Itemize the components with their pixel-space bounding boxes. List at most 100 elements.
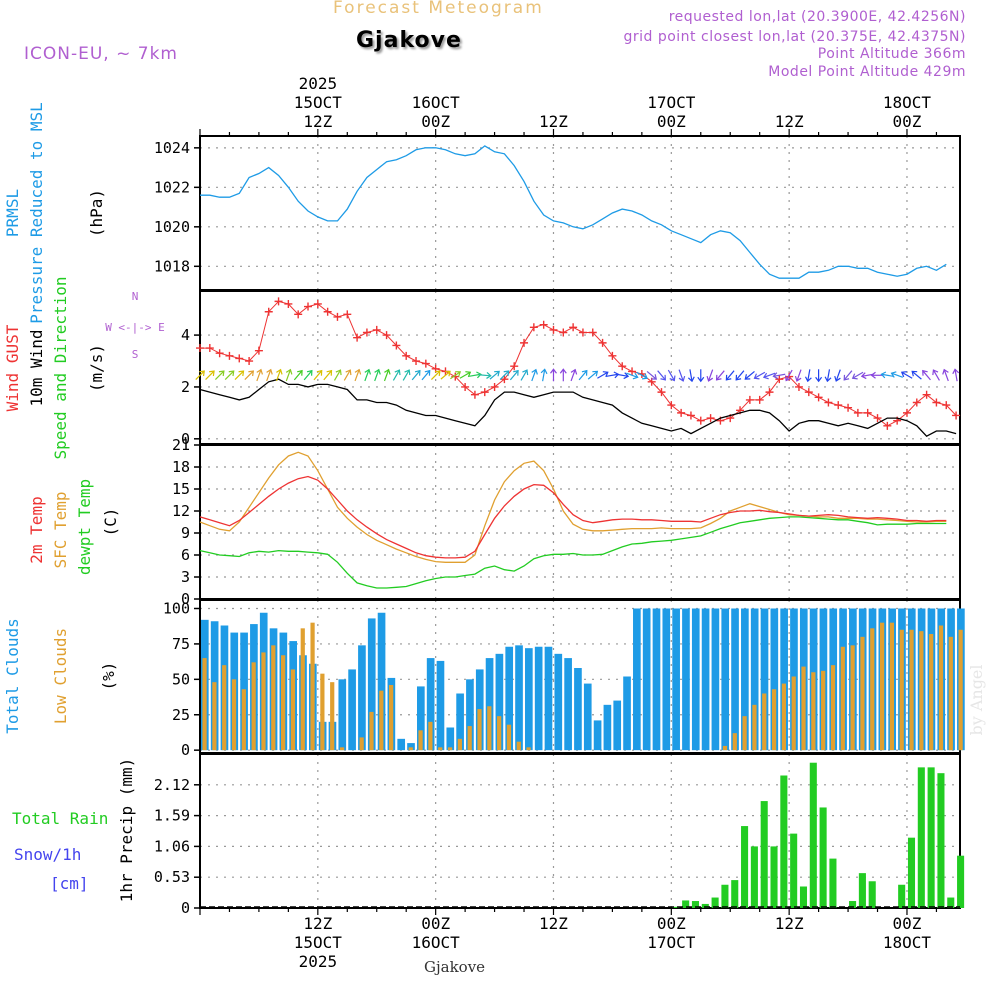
temp-unit: (C) — [101, 508, 120, 537]
wind-arrow-shaft — [205, 370, 215, 380]
wind-arrow — [374, 368, 381, 382]
gust-point — [932, 398, 941, 407]
rain-bar — [799, 886, 808, 908]
wind-arrow — [578, 369, 588, 381]
wind-arrow-shaft — [489, 370, 500, 380]
wind-arrow-head — [952, 368, 960, 375]
wind-arrow-shaft — [901, 371, 913, 379]
wind-arrow-shaft — [678, 369, 684, 382]
x-tick-label-bottom: 12Z — [303, 914, 332, 933]
total-cloud-bar — [407, 743, 415, 751]
x-tick-label-top: 12Z — [539, 112, 568, 131]
gust-point — [520, 338, 529, 347]
low-cloud-bar — [428, 721, 433, 751]
total-cloud-bar — [652, 608, 661, 751]
gust-point — [264, 307, 273, 316]
x-tick-label-bottom: 16OCT — [412, 933, 461, 952]
wind-arrow-head — [559, 368, 567, 374]
total-cloud-bar — [544, 646, 553, 751]
wind-arrow-shaft — [807, 369, 811, 382]
gust-point — [549, 325, 558, 334]
rain-bar — [829, 858, 837, 908]
gust-point — [353, 333, 362, 342]
wind-arrow-shaft — [689, 369, 693, 382]
wind-arrow-head — [880, 371, 887, 379]
wind-arrow-shaft — [636, 371, 648, 379]
wind-arrow — [440, 370, 451, 380]
low-cloud-bar — [251, 662, 256, 751]
gust-point — [775, 375, 784, 384]
pressure-line — [200, 145, 947, 279]
rain-bar — [711, 897, 719, 908]
wind-arrow-head — [335, 369, 342, 376]
gust-point — [942, 401, 951, 410]
gust-markers — [196, 297, 961, 430]
gust-point — [372, 325, 381, 334]
wind-arrow-shaft — [891, 372, 904, 378]
wind-arrow-shaft — [333, 369, 341, 381]
wind-arrow-shaft — [224, 370, 235, 380]
wind-arrow-shaft — [195, 370, 205, 380]
low-cloud-bar — [742, 716, 747, 751]
low-cloud-bar — [487, 706, 492, 751]
wind-arrow — [531, 368, 538, 382]
wind-arrow — [459, 371, 472, 379]
total-cloud-bar — [603, 704, 612, 751]
low-cloud-bar — [830, 665, 836, 751]
wind-arrow — [794, 369, 802, 382]
wind-arrow-head — [623, 372, 630, 380]
wind-arrow — [313, 369, 323, 381]
compass-north: N — [132, 290, 139, 303]
wind-arrow-shaft — [520, 369, 528, 381]
low-cloud-bar — [516, 741, 521, 751]
wind-arrow — [430, 370, 441, 380]
wind-arrow — [354, 368, 362, 382]
y-tick-label: 25 — [172, 706, 190, 724]
total-cloud-bar — [633, 608, 641, 751]
wind-arrow-shaft — [256, 369, 262, 382]
wind-arrow-shaft — [597, 371, 609, 379]
wind-arrow-head — [669, 375, 676, 382]
wind-arrow-shaft — [835, 369, 841, 382]
total-cloud-bar — [662, 608, 671, 751]
total-cloud-bar — [466, 679, 474, 751]
wind-arrow — [762, 372, 776, 380]
gust-point — [343, 310, 352, 319]
low-cloud-bar — [781, 683, 786, 751]
wind-arrow-shaft — [707, 369, 714, 382]
wind-arrow-shaft — [343, 369, 351, 381]
wind-arrow-shaft — [852, 371, 864, 379]
total-cloud-bar — [721, 608, 730, 751]
wind-arrow-head — [570, 368, 578, 375]
rain-bar — [927, 767, 935, 908]
total-cloud-bar — [534, 646, 543, 751]
wind-arrow-head — [354, 368, 362, 375]
wind-arrow — [880, 371, 894, 379]
total-cloud-bar — [505, 646, 514, 751]
wind-arrow-head — [784, 375, 791, 382]
wind-arrow-shaft — [843, 370, 853, 381]
rain-bar — [780, 775, 788, 908]
y-tick-label: 2.12 — [154, 776, 190, 794]
wind-arrow-head — [870, 371, 876, 379]
wind-arrow — [911, 370, 922, 380]
wind-arrow-head — [602, 371, 609, 378]
gust-point — [794, 382, 803, 391]
t2m-line — [199, 475, 947, 559]
wind-arrow-shaft — [570, 369, 576, 382]
wind-arrow-head — [794, 375, 802, 382]
wind-arrow — [697, 369, 705, 383]
gust-point — [304, 302, 313, 311]
gust-point — [333, 312, 342, 321]
wind-arrow — [550, 368, 557, 382]
rain-bar — [741, 826, 749, 908]
wind-arrow-head — [860, 372, 867, 380]
gust-point — [539, 320, 548, 329]
wind-arrow — [333, 369, 342, 381]
wind-arrow-head — [199, 370, 205, 377]
total-cloud-bar — [750, 608, 759, 751]
wind-arrow-head — [218, 370, 225, 377]
wind-arrow — [952, 368, 960, 382]
wind-arrow-head — [804, 376, 812, 383]
